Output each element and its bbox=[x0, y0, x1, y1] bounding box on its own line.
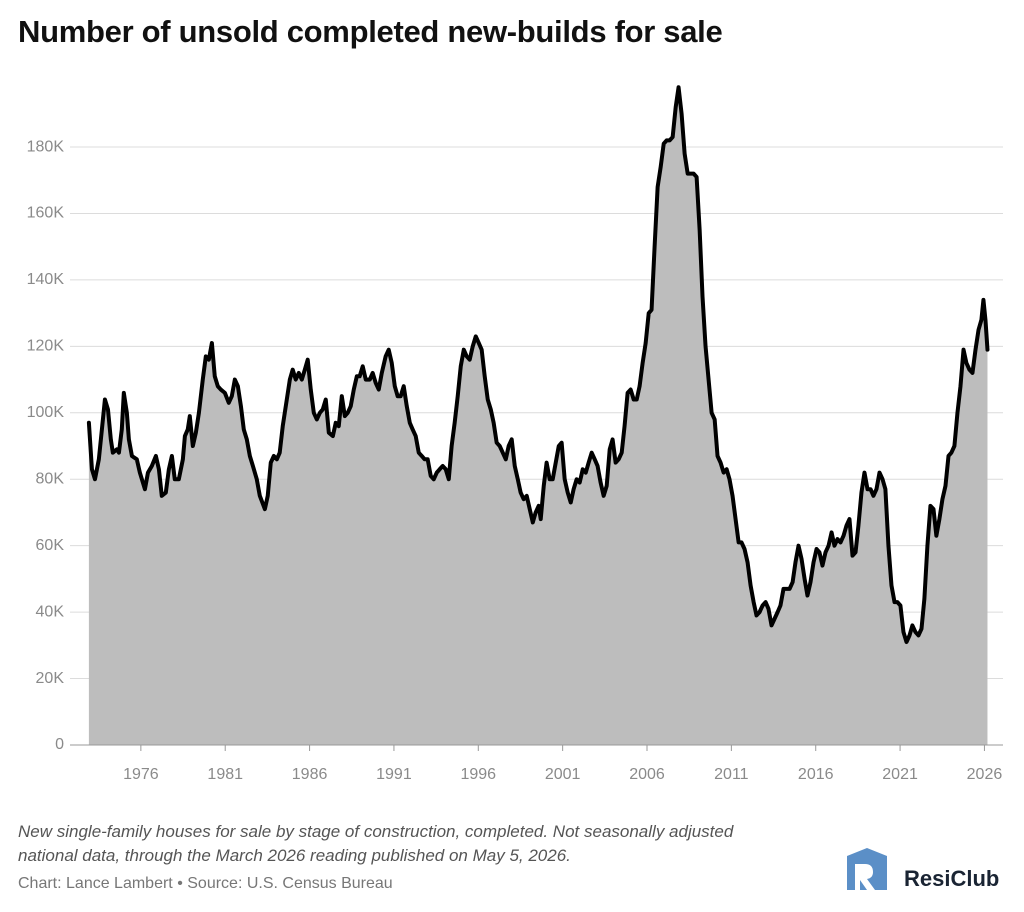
y-tick-label: 80K bbox=[36, 470, 65, 487]
y-tick-label: 20K bbox=[36, 670, 65, 687]
y-tick-label: 60K bbox=[36, 537, 65, 554]
y-tick-label: 40K bbox=[36, 603, 65, 620]
x-tick-label: 1981 bbox=[207, 766, 243, 783]
y-tick-label: 140K bbox=[27, 271, 65, 288]
chart-note: New single-family houses for sale by sta… bbox=[18, 822, 734, 865]
chart-title: Number of unsold completed new-builds fo… bbox=[18, 14, 723, 49]
y-tick-label: 120K bbox=[27, 338, 65, 355]
x-tick-label: 2026 bbox=[967, 766, 1003, 783]
x-tick-label: 1996 bbox=[460, 766, 496, 783]
x-tick-label: 2021 bbox=[882, 766, 918, 783]
brand-logo bbox=[847, 848, 887, 890]
x-tick-label: 2006 bbox=[629, 766, 665, 783]
x-tick-label: 2011 bbox=[714, 766, 749, 783]
y-tick-label: 160K bbox=[27, 205, 65, 222]
brand-name: ResiClub bbox=[904, 866, 1000, 891]
chart-source: Chart: Lance Lambert • Source: U.S. Cens… bbox=[18, 875, 393, 892]
y-tick-label: 100K bbox=[27, 404, 65, 421]
y-tick-label: 180K bbox=[27, 138, 65, 155]
area-fill bbox=[88, 87, 988, 746]
logo-glyph bbox=[855, 864, 875, 890]
x-tick-label: 2016 bbox=[798, 766, 834, 783]
x-tick-label: 1991 bbox=[376, 766, 412, 783]
x-tick-label: 2001 bbox=[545, 766, 581, 783]
y-tick-label: 0 bbox=[55, 736, 64, 753]
line bbox=[86, 85, 990, 645]
x-tick-label: 1986 bbox=[292, 766, 328, 783]
chart: 0 20K 40K 60K 80K 100K 120K 140K 160K 180K 1976 198… bbox=[27, 85, 1003, 783]
x-tick-label: 1976 bbox=[123, 766, 159, 783]
